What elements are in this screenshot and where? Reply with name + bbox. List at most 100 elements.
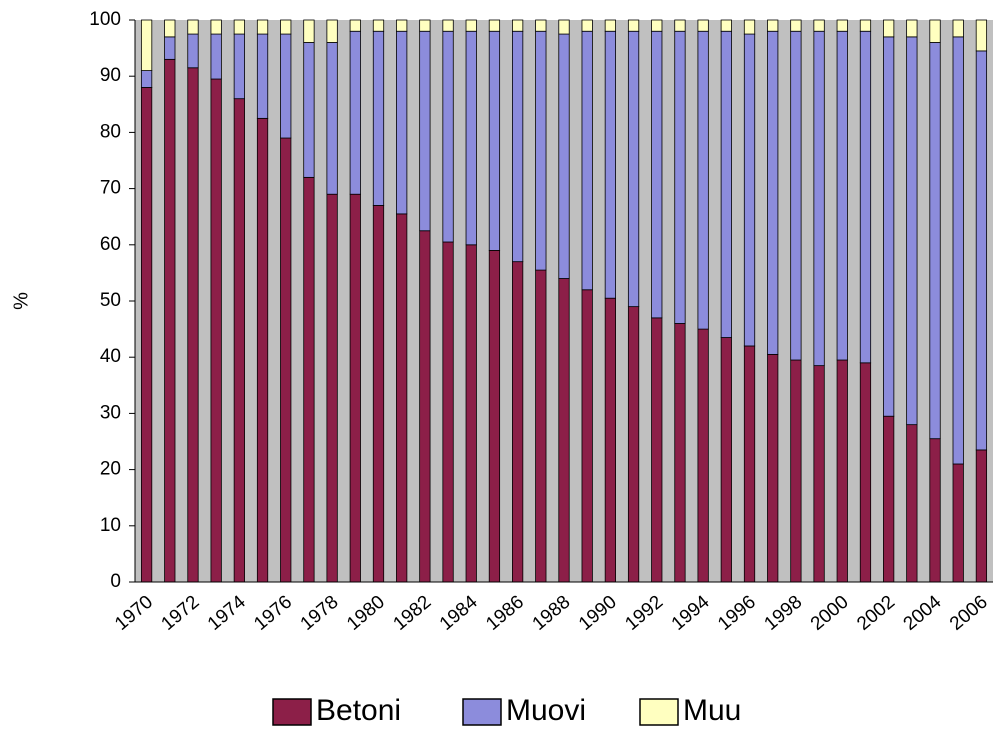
- bar-segment: [558, 278, 570, 583]
- bar-segment: [581, 30, 593, 291]
- bar-segment: [303, 19, 315, 43]
- legend-label: Muovi: [506, 694, 586, 727]
- x-tick-label: 1996: [714, 592, 760, 635]
- bar-segment: [929, 42, 941, 440]
- bar-segment: [558, 33, 570, 279]
- bar-segment: [790, 19, 802, 32]
- legend-swatch: [462, 698, 502, 726]
- bar-segment: [952, 36, 964, 465]
- bar-segment: [326, 42, 338, 195]
- bar-segment: [975, 449, 988, 583]
- y-tick-label: 40: [100, 346, 121, 367]
- bar-segment: [790, 30, 802, 361]
- bar-segment: [883, 415, 895, 583]
- bar-segment: [280, 33, 292, 139]
- bar-segment: [906, 424, 918, 583]
- bar-segment: [604, 19, 616, 32]
- bar-segment: [627, 19, 640, 32]
- bar-segment: [535, 30, 547, 271]
- bar-segment: [465, 244, 477, 583]
- bar-segment: [140, 87, 153, 583]
- x-tick-label: 1982: [389, 592, 435, 635]
- x-tick-label: 1978: [297, 592, 343, 635]
- bar-segment: [326, 19, 338, 43]
- bar-segment: [627, 30, 640, 308]
- bar-segment: [187, 19, 199, 35]
- x-tick-label: 2002: [853, 592, 899, 635]
- x-tick-label: 1988: [529, 592, 575, 635]
- bar-segment: [372, 19, 385, 32]
- bar-segment: [906, 19, 918, 38]
- bar-segment: [720, 337, 732, 583]
- bar-segment: [233, 19, 245, 35]
- y-tick-label: 0: [110, 571, 121, 592]
- bar-segment: [140, 70, 153, 88]
- bar-segment: [349, 193, 361, 583]
- bar-segment: [883, 36, 895, 417]
- x-tick-label: 1998: [760, 592, 806, 635]
- x-tick-label: 1986: [482, 592, 528, 635]
- bar-segment: [836, 19, 848, 32]
- bar-segment: [604, 297, 616, 583]
- bar-segment: [743, 345, 756, 583]
- bar-segment: [651, 317, 663, 583]
- bar-segment: [488, 19, 501, 32]
- bar-segment: [303, 176, 315, 583]
- y-axis-label: %: [10, 292, 32, 310]
- bar-segment: [535, 19, 547, 32]
- y-tick-label: 20: [100, 459, 121, 480]
- bar-segment: [164, 36, 176, 60]
- bar-segment: [975, 50, 988, 451]
- bar-segment: [488, 30, 501, 251]
- bar-segment: [720, 19, 732, 32]
- bar-segment: [442, 241, 454, 583]
- bar-segment: [859, 30, 872, 364]
- bar-segment: [859, 19, 872, 32]
- bar-segment: [164, 58, 176, 583]
- bar-segment: [929, 438, 941, 583]
- bar-segment: [975, 19, 988, 52]
- bar-segment: [256, 19, 269, 35]
- bar-segment: [929, 19, 941, 43]
- bar-segment: [836, 30, 848, 361]
- bar-segment: [512, 30, 524, 263]
- bar-segment: [720, 30, 732, 338]
- bar-segment: [674, 323, 686, 583]
- bar-segment: [767, 30, 779, 355]
- bar-segment: [233, 98, 245, 583]
- bar-segment: [419, 230, 431, 583]
- bar-segment: [465, 19, 477, 32]
- bar-segment: [836, 359, 848, 583]
- legend-label: Muu: [683, 694, 741, 727]
- bar-segment: [790, 359, 802, 583]
- bar-segment: [187, 33, 199, 69]
- bar-segment: [349, 19, 361, 32]
- bar-segment: [187, 67, 199, 583]
- y-tick-label: 80: [100, 121, 121, 142]
- bar-segment: [674, 30, 686, 324]
- bar-segment: [419, 19, 431, 32]
- x-tick-label: 2004: [900, 591, 946, 635]
- y-tick-label: 90: [100, 65, 121, 86]
- y-tick-label: 60: [100, 234, 121, 255]
- y-tick-label: 10: [100, 515, 121, 536]
- bar-segment: [813, 19, 825, 32]
- bar-segment: [512, 19, 524, 32]
- y-tick-label: 100: [89, 9, 121, 30]
- bar-segment: [303, 42, 315, 178]
- bar-segment: [164, 19, 176, 38]
- bar-segment: [396, 30, 408, 215]
- bar-segment: [280, 137, 292, 583]
- bar-segment: [488, 250, 501, 583]
- bar-segment: [465, 30, 477, 246]
- x-tick-label: 1976: [250, 592, 296, 635]
- bar-segment: [651, 30, 663, 319]
- x-tick-label: 1984: [436, 591, 482, 635]
- bar-segment: [419, 30, 431, 232]
- x-tick-label: 1992: [621, 592, 667, 635]
- bar-segment: [558, 19, 570, 35]
- bar-segment: [604, 30, 616, 299]
- y-tick-label: 30: [100, 402, 121, 423]
- bar-segment: [952, 19, 964, 38]
